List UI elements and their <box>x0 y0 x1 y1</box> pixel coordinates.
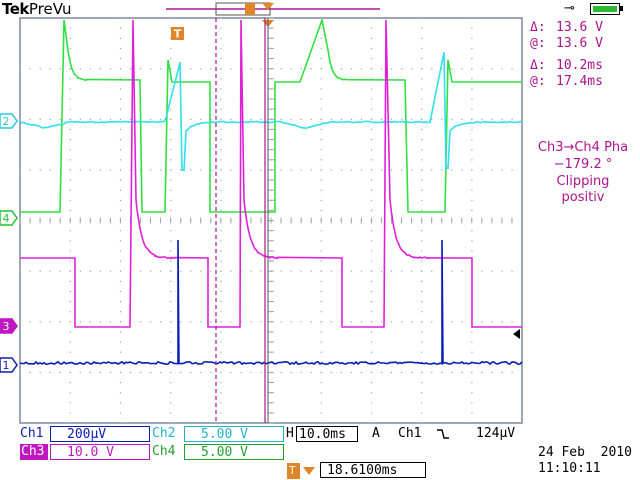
svg-text:1: 1 <box>3 359 10 372</box>
at-time-readout: @: 17.4ms <box>530 74 603 89</box>
record-view-bar <box>166 3 380 15</box>
ch4-label[interactable]: Ch4 <box>152 444 175 459</box>
time-readout: 11:10:11 <box>538 461 601 476</box>
measurement-panel: Δ: 13.6 V @: 13.6 V Δ: 10.2ms @: 17.4ms Ch3→… <box>526 18 640 423</box>
settings-bar: Ch1 200µV Ch2 5.00 V H 10.0ms A Ch1 124µ… <box>0 423 640 480</box>
phase-measurement-value: −179.2 ° <box>526 157 640 172</box>
ch4-scale[interactable]: 5.00 V <box>184 444 284 460</box>
date-readout: 24 Feb 2010 <box>538 445 632 460</box>
svg-text:2: 2 <box>3 115 10 128</box>
trigger-source[interactable]: Ch1 <box>398 426 421 441</box>
trigger-level[interactable]: 124µV <box>476 426 515 441</box>
ch2-label[interactable]: Ch2 <box>152 426 175 441</box>
ch1-label[interactable]: Ch1 <box>20 426 43 441</box>
svg-text:4: 4 <box>3 212 10 225</box>
falling-edge-icon <box>436 427 450 441</box>
ch1-scale[interactable]: 200µV <box>50 426 150 442</box>
acquisition-mode: A <box>372 426 380 441</box>
trigger-position-arrow-icon <box>302 465 316 477</box>
ch4-ground-marker[interactable]: 4 <box>0 211 17 225</box>
phase-measurement-title: Ch3→Ch4 Pha <box>526 140 640 155</box>
svg-text:3: 3 <box>3 320 10 333</box>
ch3-scale[interactable]: 10.0 V <box>50 444 150 460</box>
delta-voltage-readout: Δ: 13.6 V <box>530 20 603 35</box>
trigger-marker-label: T <box>174 28 182 41</box>
clipping-warning-line2: positiv <box>526 190 640 205</box>
delta-time-readout: Δ: 10.2ms <box>530 58 603 73</box>
horizontal-label: H <box>286 426 294 441</box>
ch2-ground-marker[interactable]: 2 <box>0 114 17 128</box>
at-voltage-readout: @: 13.6 V <box>530 36 603 51</box>
clipping-warning-line1: Clipping <box>526 174 640 189</box>
ch2-scale[interactable]: 5.00 V <box>184 426 284 442</box>
ch3-label[interactable]: Ch3 <box>20 444 48 460</box>
trigger-position-icon: T <box>287 463 300 479</box>
ch3-ground-marker[interactable]: 3 <box>0 319 17 333</box>
trigger-position-value[interactable]: 18.6100ms <box>320 462 426 478</box>
horizontal-scale[interactable]: 10.0ms <box>296 426 358 442</box>
ch1-ground-marker[interactable]: 1 <box>0 358 17 372</box>
